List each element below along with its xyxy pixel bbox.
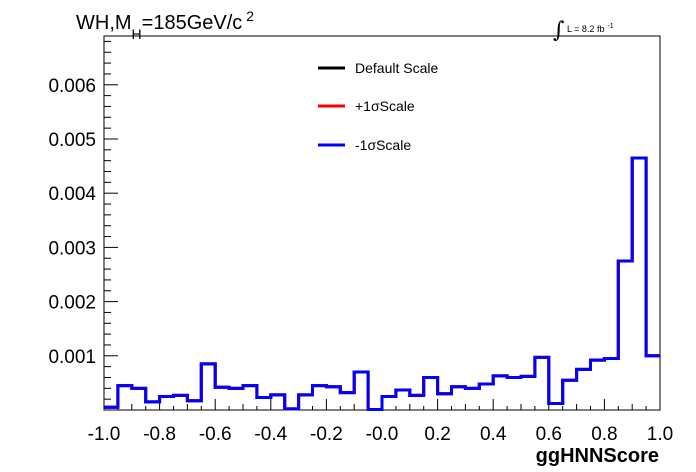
- legend-label: -1σScale: [355, 137, 411, 153]
- x-tick-label: 0.6: [536, 424, 562, 445]
- axes: -1.0 -0.8 -0.6 -0.4 -0.2 -0.0 0.2 0.4 0.6 0.8 1.0 0…: [48, 40, 673, 445]
- y-tick-label: 0.005: [48, 130, 96, 151]
- y-tick-label: 0.004: [48, 184, 96, 205]
- lumi-integral-symbol: ∫: [553, 18, 565, 43]
- x-tick-label: -0.0: [366, 424, 399, 445]
- x-axis-title: ggHNNScore: [536, 445, 659, 467]
- y-tick-label: 0.006: [48, 76, 96, 97]
- title-subscript: H: [132, 26, 142, 42]
- series-line-3: [104, 156, 660, 411]
- lumi-label: L = 8.2 fb -1: [567, 23, 614, 34]
- x-tick-label: -0.6: [199, 424, 232, 445]
- plot-title: WH,MH=185GeV/c 2: [76, 8, 254, 42]
- legend-label: +1σScale: [355, 98, 415, 114]
- y-tick-label: 0.001: [48, 347, 96, 368]
- lumi-text: L = 8.2 fb: [567, 24, 604, 34]
- x-tick-label: -1.0: [88, 424, 121, 445]
- x-tick-label: 0.4: [480, 424, 507, 445]
- x-tick-label: 0.8: [591, 424, 617, 445]
- series-layer: [104, 156, 660, 411]
- x-tick-label: 0.2: [424, 424, 450, 445]
- x-tick-label: -0.8: [143, 424, 176, 445]
- title-rest: =185GeV/c: [142, 12, 243, 34]
- title-superscript: 2: [246, 8, 254, 24]
- legend: Default Scale +1σScale -1σScale: [318, 60, 438, 153]
- x-tick-label: -0.4: [254, 424, 287, 445]
- x-tick-label: -0.2: [310, 424, 343, 445]
- lumi-superscript: -1: [607, 23, 613, 30]
- x-tick-label: 1.0: [647, 424, 673, 445]
- y-tick-label: 0.003: [48, 238, 96, 259]
- title-main-text: WH,M: [76, 12, 132, 34]
- legend-label: Default Scale: [355, 60, 438, 76]
- y-tick-label: 0.002: [48, 293, 96, 314]
